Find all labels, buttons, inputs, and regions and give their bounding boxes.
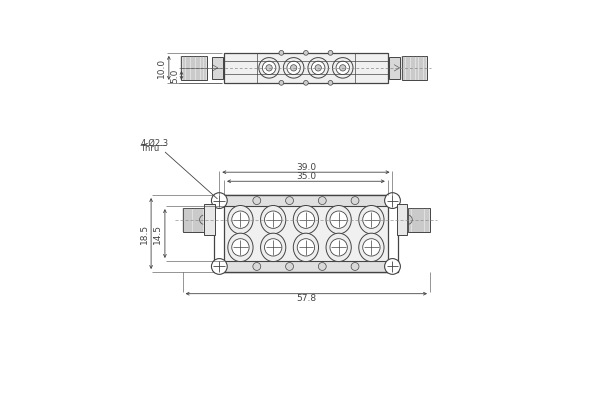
Bar xyxy=(408,208,430,232)
Circle shape xyxy=(286,262,293,270)
Circle shape xyxy=(385,193,400,208)
Ellipse shape xyxy=(326,233,351,262)
Circle shape xyxy=(290,65,297,71)
Circle shape xyxy=(253,262,261,270)
Ellipse shape xyxy=(326,206,351,234)
Text: 39.0: 39.0 xyxy=(296,162,316,172)
Bar xyxy=(214,195,398,272)
Bar xyxy=(214,261,398,272)
Ellipse shape xyxy=(260,233,286,262)
Ellipse shape xyxy=(359,233,384,262)
Ellipse shape xyxy=(293,233,319,262)
Circle shape xyxy=(330,211,347,228)
Circle shape xyxy=(351,197,359,204)
Circle shape xyxy=(279,50,284,55)
Bar xyxy=(224,195,388,272)
Circle shape xyxy=(304,50,308,55)
Circle shape xyxy=(232,239,249,256)
Ellipse shape xyxy=(228,206,253,234)
Circle shape xyxy=(287,61,301,74)
Circle shape xyxy=(253,197,261,204)
Bar xyxy=(212,57,223,79)
Bar xyxy=(214,195,398,206)
Text: 14.5: 14.5 xyxy=(154,224,163,244)
Circle shape xyxy=(297,211,314,228)
Circle shape xyxy=(279,80,284,85)
Bar xyxy=(205,204,215,236)
Circle shape xyxy=(330,239,347,256)
Circle shape xyxy=(266,65,272,71)
Circle shape xyxy=(232,211,249,228)
Bar xyxy=(224,53,388,83)
Circle shape xyxy=(265,211,282,228)
Bar xyxy=(181,56,207,80)
Circle shape xyxy=(385,258,400,274)
Circle shape xyxy=(340,65,346,71)
Circle shape xyxy=(363,211,380,228)
Bar xyxy=(389,57,400,79)
Circle shape xyxy=(211,193,227,208)
Bar xyxy=(397,204,407,236)
Circle shape xyxy=(336,61,349,74)
Circle shape xyxy=(319,262,326,270)
Circle shape xyxy=(311,61,325,74)
Circle shape xyxy=(308,58,328,78)
Circle shape xyxy=(328,50,333,55)
Circle shape xyxy=(363,239,380,256)
Circle shape xyxy=(319,197,326,204)
Circle shape xyxy=(332,58,353,78)
Circle shape xyxy=(328,80,333,85)
Text: 10.0: 10.0 xyxy=(157,58,166,78)
Text: Thru: Thru xyxy=(140,144,160,153)
Circle shape xyxy=(283,58,304,78)
Ellipse shape xyxy=(260,206,286,234)
Text: 4-Ø2.3: 4-Ø2.3 xyxy=(140,139,169,148)
Text: 35.0: 35.0 xyxy=(296,172,316,181)
Circle shape xyxy=(259,58,280,78)
Circle shape xyxy=(211,258,227,274)
Text: 5.0: 5.0 xyxy=(170,68,179,82)
Circle shape xyxy=(262,61,276,74)
Ellipse shape xyxy=(359,206,384,234)
Circle shape xyxy=(297,239,314,256)
Text: 18.5: 18.5 xyxy=(139,224,148,244)
Text: 57.8: 57.8 xyxy=(296,294,316,303)
Ellipse shape xyxy=(228,233,253,262)
Circle shape xyxy=(351,262,359,270)
Bar xyxy=(401,56,427,80)
Circle shape xyxy=(304,80,308,85)
Circle shape xyxy=(315,65,322,71)
Circle shape xyxy=(286,197,293,204)
Circle shape xyxy=(265,239,282,256)
Ellipse shape xyxy=(293,206,319,234)
Bar xyxy=(182,208,205,232)
